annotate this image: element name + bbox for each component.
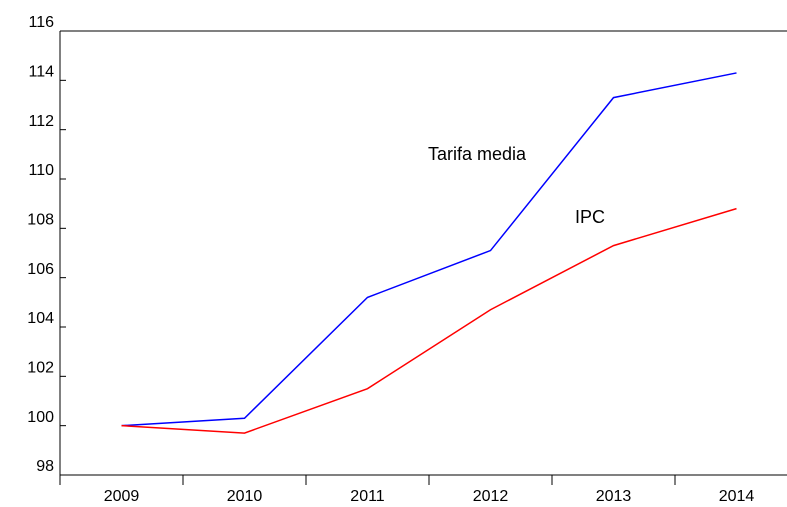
series-line — [121, 72, 737, 427]
y-tick-label: 114 — [28, 64, 54, 81]
x-tick-label: 2010 — [227, 488, 263, 505]
y-tick-label: 108 — [27, 212, 54, 229]
series-label: IPC — [575, 207, 605, 227]
y-tick-label: 116 — [28, 14, 54, 31]
y-tick-label: 102 — [27, 360, 54, 377]
x-tick-label: 2009 — [104, 488, 140, 505]
y-tick-label: 100 — [27, 409, 54, 426]
x-tick-label: 2014 — [719, 488, 755, 505]
y-tick-label: 104 — [27, 310, 54, 327]
y-tick-label: 110 — [28, 162, 54, 179]
y-tick-label: 112 — [28, 113, 54, 130]
x-tick-label: 2012 — [473, 488, 509, 505]
series-label: Tarifa media — [428, 144, 527, 164]
y-tick-label: 98 — [36, 458, 54, 475]
x-tick-label: 2013 — [596, 488, 632, 505]
series-line — [121, 207, 737, 434]
y-tick-label: 106 — [27, 261, 54, 278]
x-tick-label: 2011 — [350, 488, 385, 505]
